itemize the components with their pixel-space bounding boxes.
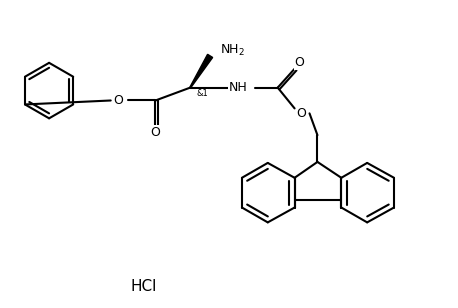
Text: O: O (151, 126, 160, 139)
Text: O: O (294, 56, 305, 69)
Text: &1: &1 (196, 89, 208, 98)
Text: O: O (114, 94, 124, 107)
Text: NH$_2$: NH$_2$ (220, 43, 245, 59)
Text: NH: NH (229, 81, 247, 94)
Text: HCl: HCl (131, 279, 157, 294)
Polygon shape (190, 54, 213, 88)
Text: O: O (297, 107, 306, 120)
